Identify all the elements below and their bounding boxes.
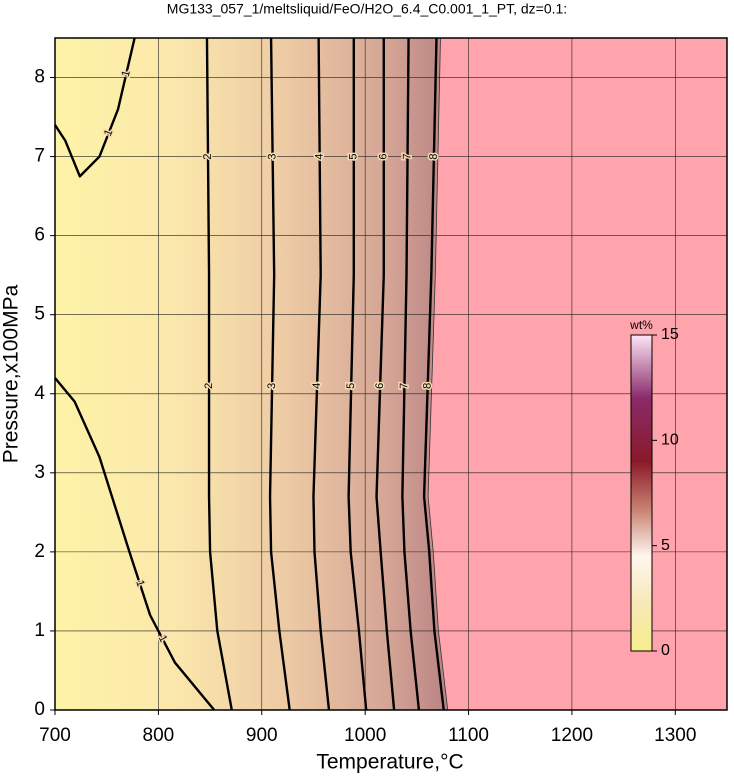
contour-line — [312, 37, 331, 711]
y-tick-label: 0 — [34, 699, 45, 720]
colorbar-tick-label: 5 — [661, 537, 670, 554]
contour-line — [268, 37, 291, 711]
y-tick-label: 5 — [34, 304, 45, 325]
chart-title: MG133_057_1/meltsliquid/FeO/H2O_6.4_C0.0… — [167, 1, 567, 17]
contour-line — [375, 38, 396, 711]
colorbar-tick-label: 0 — [661, 642, 670, 659]
x-tick-label: 1100 — [448, 725, 489, 746]
contour-label: 5 — [345, 383, 357, 389]
contour-label: 7 — [401, 153, 413, 159]
melt-region — [54, 37, 449, 711]
colorbar — [630, 334, 653, 652]
y-tick-label: 7 — [34, 146, 45, 167]
contour-label: 8 — [428, 153, 440, 159]
y-tick-label: 8 — [34, 67, 45, 88]
colorbar-tick-label: 15 — [661, 326, 679, 343]
y-tick-label: 1 — [34, 620, 45, 641]
contour-label: 8 — [422, 383, 434, 390]
y-axis-label: Pressure,x100MPa — [0, 284, 23, 463]
x-tick-label: 1200 — [551, 725, 593, 746]
contour-label: 5 — [348, 154, 360, 160]
contour-line — [53, 37, 136, 178]
x-tick-label: 1300 — [654, 725, 696, 746]
y-tick-label: 6 — [34, 225, 45, 246]
x-tick-label: 900 — [246, 725, 278, 746]
y-tick-label: 4 — [34, 383, 45, 404]
contour-line — [205, 37, 233, 711]
contour-label: 1 — [120, 69, 133, 78]
contour-label: 3 — [266, 153, 278, 159]
contour-label: 2 — [202, 153, 214, 159]
contour-line — [401, 37, 421, 711]
contour-label: 6 — [378, 154, 390, 160]
x-tick-label: 700 — [39, 725, 71, 746]
colorbar-label: wt% — [629, 318, 653, 332]
contour-label: 7 — [398, 383, 410, 389]
colorbar-tick-label: 10 — [661, 432, 679, 449]
contour-label: 2 — [203, 383, 215, 389]
contour-label: 4 — [314, 153, 326, 159]
y-tick-label: 3 — [34, 462, 45, 483]
contour-line — [54, 377, 216, 711]
y-tick-label: 2 — [34, 541, 45, 562]
contour-label: 4 — [311, 383, 323, 390]
contour-label: 3 — [266, 383, 278, 389]
contour-line — [347, 38, 368, 711]
x-tick-label: 800 — [143, 725, 175, 746]
contour-label: 6 — [374, 383, 386, 390]
contour-line — [422, 37, 445, 711]
plot-frame — [54, 37, 728, 711]
x-axis-label: Temperature,°C — [316, 751, 463, 774]
x-tick-label: 1000 — [344, 725, 386, 746]
